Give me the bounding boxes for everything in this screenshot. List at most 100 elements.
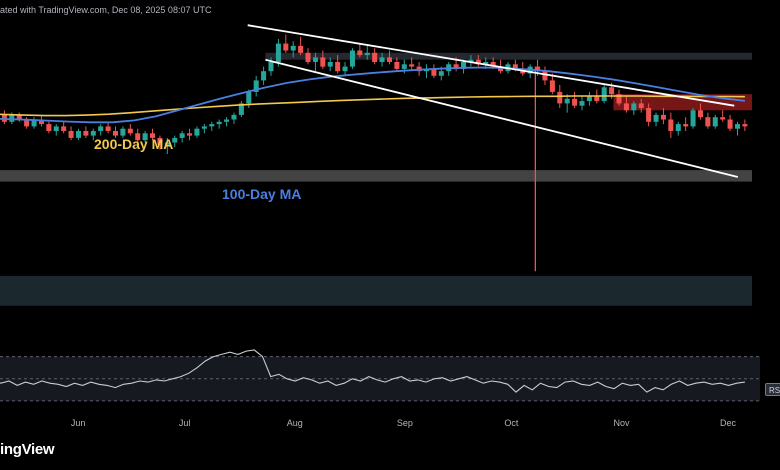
- candle-body: [24, 119, 30, 127]
- candle-body: [112, 131, 119, 136]
- candle-body: [705, 117, 711, 127]
- candle-body: [490, 62, 496, 67]
- rsi-line: [0, 349, 745, 393]
- candle-body: [675, 124, 681, 131]
- candle-body: [535, 66, 541, 72]
- x-tick-aug: Aug: [287, 418, 303, 428]
- candle-body: [683, 124, 689, 127]
- candle-body: [394, 62, 400, 69]
- candle-body: [305, 52, 311, 62]
- tradingview-logo: ingView: [0, 441, 55, 458]
- channel-lines: [247, 24, 739, 178]
- zone-support: [0, 170, 752, 182]
- candle-body: [238, 103, 244, 115]
- candle-body: [216, 121, 222, 125]
- channel-lower-line: [265, 58, 739, 178]
- candle-body: [453, 64, 459, 69]
- candle-body: [246, 91, 252, 104]
- candle-body: [327, 62, 333, 67]
- candle-body: [616, 94, 622, 104]
- candle-body: [660, 114, 666, 120]
- candle-body: [127, 128, 133, 134]
- candle-body: [275, 43, 281, 62]
- candle-body: [253, 80, 259, 92]
- candle-body: [609, 87, 615, 95]
- candle-body: [549, 80, 555, 92]
- candle-body: [409, 64, 415, 67]
- candle-body: [164, 142, 170, 145]
- candle-body: [631, 103, 637, 111]
- candle-body: [290, 45, 296, 51]
- candle-body: [483, 62, 489, 65]
- candle-body: [268, 62, 274, 72]
- candle-body: [16, 114, 22, 120]
- candle-body: [201, 126, 207, 129]
- x-tick-oct: Oct: [504, 418, 519, 428]
- candle-body: [150, 133, 156, 138]
- candle-body: [564, 98, 570, 104]
- x-axis: Jun Jul Aug Sep Oct Nov Dec: [71, 418, 737, 428]
- candle-body: [601, 87, 607, 102]
- x-tick-nov: Nov: [613, 418, 630, 428]
- candle-body: [61, 126, 67, 131]
- candle-body: [475, 59, 481, 65]
- candle-body: [75, 131, 81, 138]
- rsi-guides: [0, 356, 760, 402]
- candle-body: [572, 98, 578, 106]
- candle-body: [142, 133, 148, 141]
- x-tick-jun: Jun: [71, 418, 86, 428]
- candle-body: [431, 68, 437, 76]
- candle-body: [283, 43, 289, 51]
- candle-body: [542, 71, 548, 81]
- candle-body: [179, 133, 185, 138]
- candle-body: [742, 124, 748, 127]
- candle-body: [372, 52, 378, 62]
- candle-body: [727, 119, 733, 129]
- candle-body: [135, 133, 141, 141]
- ma200-label: 200-Day MA: [94, 136, 174, 152]
- candle-body: [90, 131, 96, 136]
- x-tick-sep: Sep: [397, 418, 413, 428]
- zone-demand: [0, 275, 752, 306]
- moving-averages: [0, 66, 746, 124]
- x-tick-jul: Jul: [179, 418, 191, 428]
- channel-upper-line: [247, 24, 735, 107]
- x-tick-dec: Dec: [720, 418, 737, 428]
- rsi-panel: [0, 349, 745, 393]
- candle-body: [38, 119, 44, 125]
- price-zones: [0, 52, 752, 306]
- candle-body: [224, 119, 230, 122]
- candle-body: [461, 62, 467, 69]
- candle-body: [720, 117, 726, 120]
- candle-body: [653, 114, 659, 122]
- candle-body: [498, 66, 504, 72]
- candle-body: [594, 96, 600, 102]
- candle-body: [349, 50, 355, 67]
- candle-body: [46, 124, 52, 131]
- candle-body: [586, 96, 592, 102]
- candle-body: [712, 117, 718, 127]
- candle-body: [194, 128, 200, 136]
- candle-body: [231, 114, 237, 120]
- candle-body: [579, 101, 585, 106]
- candle-body: [172, 137, 178, 143]
- ma100-line: [0, 66, 746, 124]
- candle-body: [312, 57, 318, 62]
- candle-body: [386, 57, 392, 62]
- candle-body: [53, 126, 59, 131]
- candle-body: [401, 64, 407, 69]
- candle-body: [187, 133, 193, 136]
- candle-body: [105, 126, 111, 131]
- ma100-label: 100-Day MA: [222, 186, 302, 202]
- candle-body: [31, 119, 37, 127]
- candle-body: [379, 57, 385, 62]
- candle-body: [68, 131, 74, 138]
- candle-body: [335, 62, 341, 72]
- candle-body: [120, 128, 126, 136]
- candle-body: [697, 110, 703, 118]
- candle-body: [557, 91, 563, 104]
- candle-body: [83, 131, 89, 136]
- candle-body: [9, 114, 15, 122]
- candle-body: [98, 126, 104, 131]
